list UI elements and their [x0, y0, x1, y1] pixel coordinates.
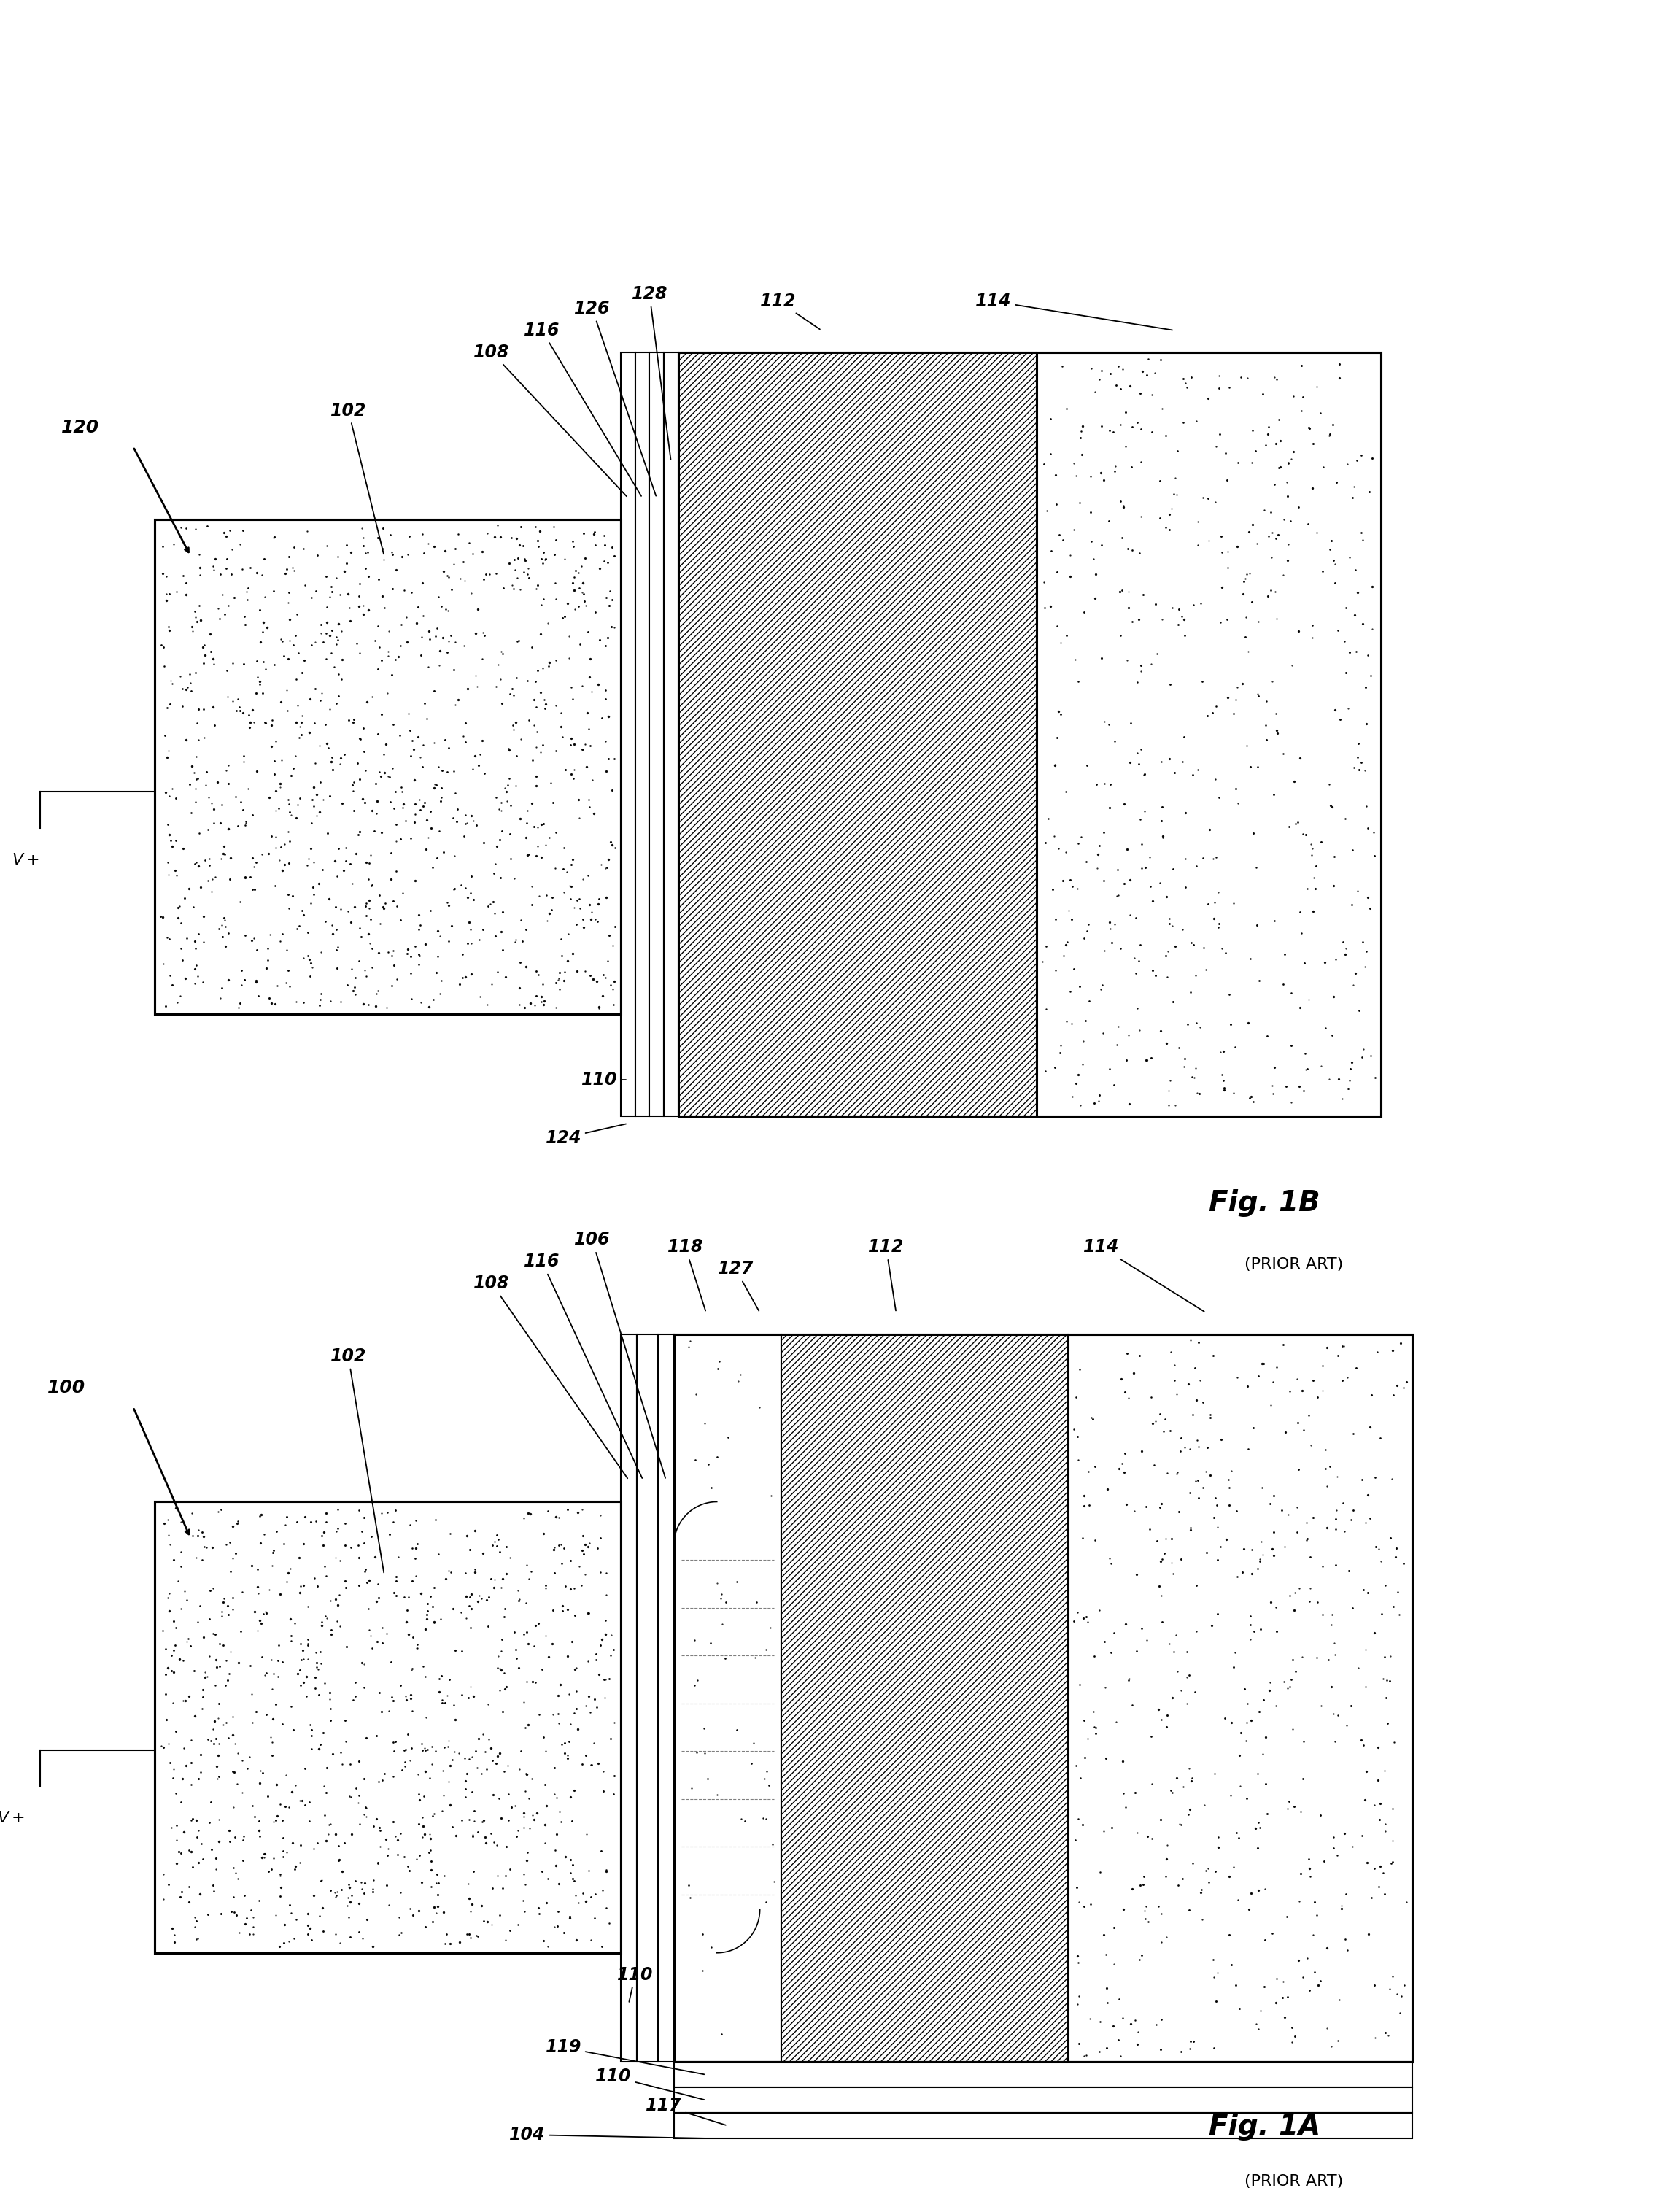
Text: 114: 114 [1084, 1239, 1205, 1311]
Text: 116: 116 [524, 321, 642, 496]
Text: 128: 128 [632, 285, 670, 459]
Text: $V+$: $V+$ [0, 1812, 25, 1825]
Text: 110: 110 [581, 1072, 627, 1089]
Bar [622, 351, 635, 1116]
Text: 104: 104 [509, 2126, 707, 2143]
Text: Fig. 1A: Fig. 1A [1208, 2113, 1320, 2141]
Bar [650, 351, 664, 1116]
Text: (PRIOR ART): (PRIOR ART) [1245, 1258, 1344, 1271]
Text: 108: 108 [474, 343, 627, 496]
Bar [679, 351, 1037, 1116]
Bar [155, 520, 622, 1015]
Bar [1037, 351, 1381, 1116]
Text: 100: 100 [47, 1379, 86, 1397]
Text: 126: 126 [575, 301, 655, 496]
Bar [622, 1335, 637, 2062]
Text: 114: 114 [976, 292, 1173, 329]
Text: Fig. 1B: Fig. 1B [1208, 1188, 1320, 1217]
Bar [674, 2062, 1413, 2088]
Bar [659, 1335, 674, 2062]
Bar [635, 351, 650, 1116]
Text: 102: 102 [331, 1348, 383, 1572]
Bar [664, 351, 679, 1116]
Bar [674, 2088, 1413, 2113]
Bar [674, 1335, 1413, 2062]
Text: $V+$: $V+$ [12, 852, 39, 867]
Bar [155, 520, 622, 1015]
Text: 112: 112 [869, 1239, 904, 1311]
Text: 106: 106 [575, 1232, 665, 1478]
Bar [155, 1502, 622, 1952]
Text: 116: 116 [524, 1254, 642, 1478]
Text: 110: 110 [617, 1965, 654, 2003]
Text: 118: 118 [667, 1239, 706, 1311]
Text: 117: 117 [645, 2097, 726, 2126]
Bar [155, 1502, 622, 1952]
Text: 108: 108 [474, 1274, 628, 1478]
Text: (PRIOR ART): (PRIOR ART) [1245, 2174, 1344, 2189]
Bar [637, 1335, 659, 2062]
Text: 127: 127 [717, 1261, 759, 1311]
Bar [674, 2113, 1413, 2139]
Text: 124: 124 [546, 1124, 627, 1146]
Text: 102: 102 [331, 402, 383, 553]
Text: 119: 119 [546, 2038, 704, 2075]
Bar [1068, 1335, 1413, 2062]
Bar [674, 1335, 781, 2062]
Bar [781, 1335, 1068, 2062]
Bar [679, 351, 1381, 1116]
Text: 120: 120 [62, 419, 99, 437]
Text: 112: 112 [761, 292, 820, 329]
Text: 110: 110 [595, 2069, 704, 2099]
